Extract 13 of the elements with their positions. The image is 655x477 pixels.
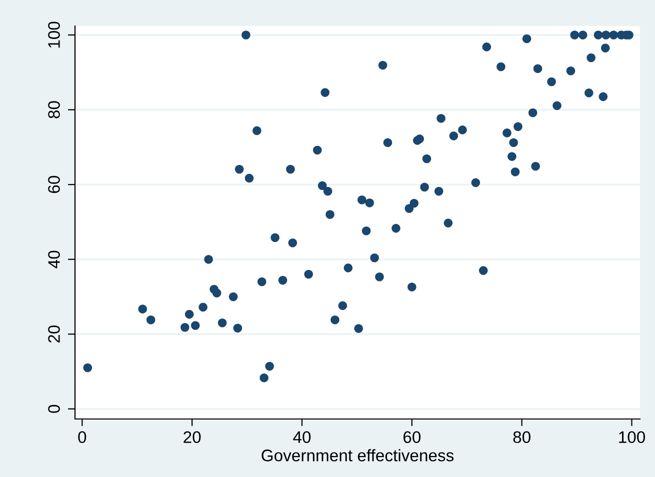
x-tick-label: 0	[78, 431, 86, 444]
y-tick-label: 0	[48, 404, 60, 413]
y-tick-label: 20	[48, 326, 60, 343]
x-tick-label: 20	[184, 431, 201, 444]
x-tick-label: 80	[513, 431, 530, 444]
x-tick-label: 40	[293, 431, 311, 444]
y-tick-label: 80	[48, 101, 60, 118]
y-tick-label: 100	[48, 22, 60, 48]
y-tick-label: 60	[48, 176, 60, 193]
x-tick-label: 60	[403, 431, 421, 444]
y-tick-label: 40	[48, 250, 60, 268]
x-tick-label: 100	[619, 431, 646, 444]
x-axis-title: Government effectiveness	[262, 449, 454, 462]
